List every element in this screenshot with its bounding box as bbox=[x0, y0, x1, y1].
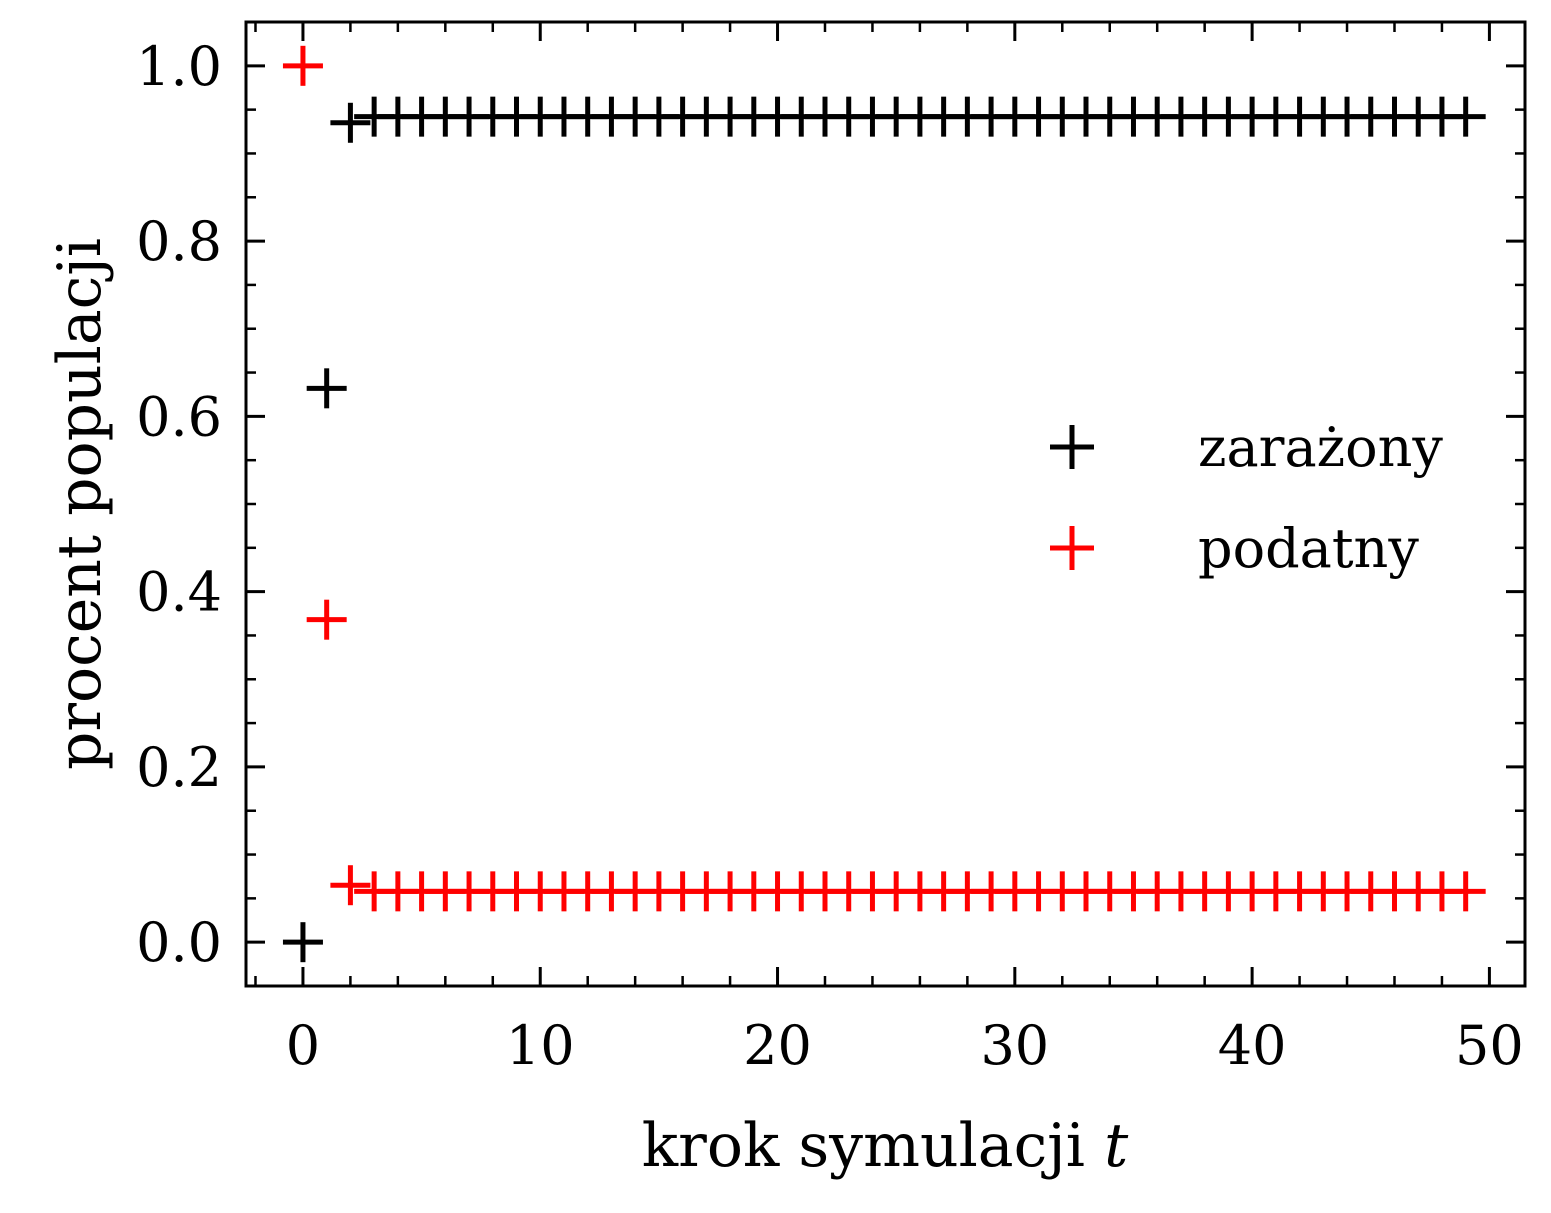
legend-marker-podatny bbox=[1050, 526, 1094, 570]
data-points bbox=[282, 45, 1486, 963]
x-axis-label: krok symulacji t bbox=[642, 1111, 1129, 1181]
data-point-series-1 bbox=[306, 599, 347, 640]
tick-labels: 0 10 20 30 40 50 0.0 0.2 0.4 0.6 0.8 1.0 bbox=[136, 35, 1524, 1077]
y-tick-label: 0.8 bbox=[136, 210, 222, 273]
data-point-series-0 bbox=[282, 922, 323, 963]
y-tick-label: 1.0 bbox=[136, 35, 222, 98]
data-point-series-0 bbox=[306, 368, 347, 409]
x-tick-label: 0 bbox=[286, 1014, 320, 1077]
data-point-series-1 bbox=[330, 865, 371, 906]
axis-ticks bbox=[246, 20, 1525, 988]
legend-marker-zarazony bbox=[1050, 425, 1094, 469]
x-tick-label: 20 bbox=[743, 1014, 812, 1077]
x-tick-label: 10 bbox=[506, 1014, 575, 1077]
y-tick-label: 0.4 bbox=[136, 561, 222, 624]
x-tick-label: 50 bbox=[1455, 1014, 1524, 1077]
y-tick-label: 0.6 bbox=[136, 385, 222, 448]
legend-label-podatny: podatny bbox=[1198, 517, 1419, 580]
x-axis-label-text: krok symulacji bbox=[642, 1111, 1085, 1181]
data-point-series-1 bbox=[282, 45, 323, 86]
y-tick-label: 0.0 bbox=[136, 911, 222, 974]
x-axis-label-variable: t bbox=[1104, 1111, 1129, 1181]
x-tick-label: 40 bbox=[1218, 1014, 1287, 1077]
y-axis-label: procent populacji bbox=[45, 238, 115, 770]
x-tick-label: 30 bbox=[980, 1014, 1049, 1077]
data-point-series-0 bbox=[330, 102, 371, 143]
plot-frame bbox=[244, 20, 1527, 988]
data-point-series-0 bbox=[1445, 96, 1486, 137]
data-point-series-1 bbox=[1445, 871, 1486, 912]
y-tick-label: 0.2 bbox=[136, 736, 222, 799]
legend: zarażony podatny bbox=[1050, 416, 1443, 580]
legend-label-zarazony: zarażony bbox=[1198, 416, 1443, 479]
